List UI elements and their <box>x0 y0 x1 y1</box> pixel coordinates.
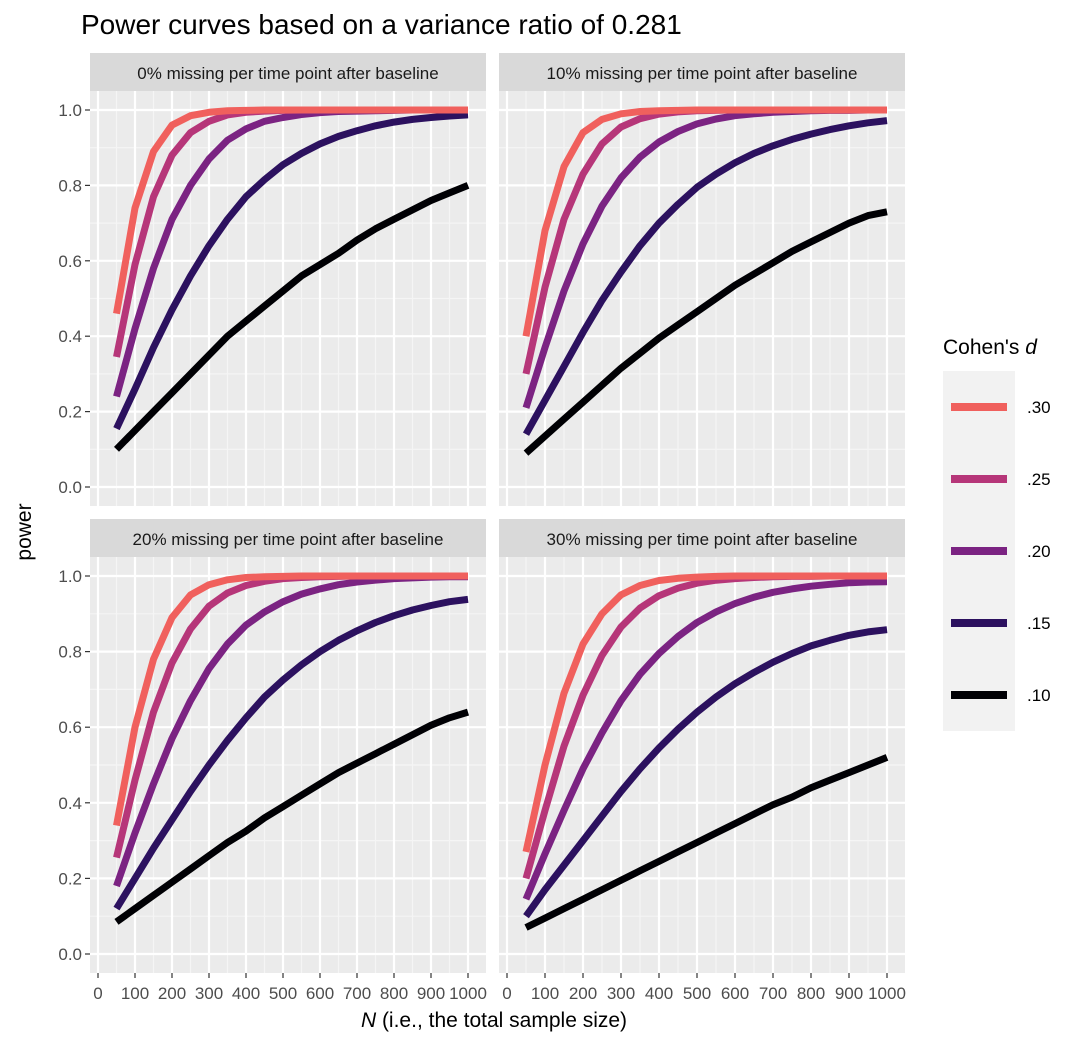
series-line-d15 <box>523 626 888 919</box>
x-tick-label: 400 <box>232 984 260 1003</box>
strip-background <box>499 53 905 91</box>
facet-panel-3: 30% missing per time point after baselin… <box>499 519 906 1003</box>
x-tick-label: 700 <box>343 984 371 1003</box>
strip-label: 30% missing per time point after baselin… <box>547 530 858 549</box>
series-line-d10 <box>523 208 888 456</box>
x-tick-label: 1000 <box>868 984 906 1003</box>
y-tick-label: 1.0 <box>58 101 82 120</box>
y-tick-label: 1.0 <box>58 567 82 586</box>
strip-background <box>90 53 486 91</box>
legend-label: .10 <box>1027 686 1051 705</box>
x-tick-label: 700 <box>759 984 787 1003</box>
series-line-d15 <box>113 111 469 431</box>
x-tick-label: 300 <box>195 984 223 1003</box>
x-tick-label: 1000 <box>449 984 487 1003</box>
x-tick-label: 200 <box>569 984 597 1003</box>
x-tick-label: 300 <box>607 984 635 1003</box>
y-tick-label: 0.2 <box>58 869 82 888</box>
x-tick-label: 100 <box>121 984 149 1003</box>
y-tick-label: 0.8 <box>58 176 82 195</box>
x-tick-label: 800 <box>380 984 408 1003</box>
y-tick-label: 0.4 <box>58 327 82 346</box>
strip-background <box>499 519 905 557</box>
facet-panel-0: 0% missing per time point after baseline… <box>58 53 486 506</box>
legend: Cohen's d .30 .25 .20 .15 .10 <box>943 336 1051 731</box>
series-line-d30 <box>113 572 468 827</box>
legend-title: Cohen's d <box>943 336 1038 359</box>
x-tick-label: 900 <box>417 984 445 1003</box>
strip-label: 0% missing per time point after baseline <box>137 64 438 83</box>
y-tick-label: 0.0 <box>58 478 82 497</box>
chart-title: Power curves based on a variance ratio o… <box>81 9 682 40</box>
y-tick-label: 0.4 <box>58 794 82 813</box>
facet-panel-1: 10% missing per time point after baselin… <box>499 53 905 506</box>
series-line-d20 <box>522 578 888 901</box>
series-line-d10 <box>113 182 470 452</box>
x-axis-title: N (i.e., the total sample size) <box>361 1009 627 1032</box>
strip-label: 20% missing per time point after baselin… <box>133 530 444 549</box>
y-tick-label: 0.2 <box>58 403 82 422</box>
series-line-d30 <box>113 106 468 315</box>
series-line-d10 <box>524 754 889 931</box>
x-tick-label: 200 <box>158 984 186 1003</box>
legend-label: .15 <box>1027 614 1051 633</box>
series-line-d10 <box>114 708 470 925</box>
strip-label: 10% missing per time point after baselin… <box>547 64 858 83</box>
legend-label: .30 <box>1027 398 1051 417</box>
x-tick-label: 0 <box>502 984 511 1003</box>
x-tick-label: 900 <box>835 984 863 1003</box>
legend-label: .20 <box>1027 542 1051 561</box>
x-tick-label: 600 <box>721 984 749 1003</box>
x-tick-label: 100 <box>531 984 559 1003</box>
x-tick-label: 0 <box>93 984 102 1003</box>
legend-title-prefix: Cohen's <box>943 336 1025 359</box>
series-line-d30 <box>522 106 887 337</box>
y-axis-title: power <box>13 503 36 560</box>
x-tick-label: 600 <box>306 984 334 1003</box>
y-tick-label: 0.0 <box>58 945 82 964</box>
y-tick-label: 0.6 <box>58 252 82 271</box>
y-tick-label: 0.8 <box>58 643 82 662</box>
legend-label: .25 <box>1027 470 1051 489</box>
series-line-d15 <box>522 117 888 436</box>
x-tick-label: 500 <box>269 984 297 1003</box>
x-tick-label: 800 <box>797 984 825 1003</box>
x-tick-label: 400 <box>645 984 673 1003</box>
x-axis-title-italic: N <box>361 1009 377 1032</box>
legend-title-italic: d <box>1025 336 1038 359</box>
series-line-d30 <box>522 572 887 853</box>
facet-panel-2: 20% missing per time point after baselin… <box>58 519 487 1003</box>
series-line-d15 <box>113 595 469 911</box>
x-axis-title-rest: (i.e., the total sample size) <box>376 1009 627 1032</box>
y-tick-label: 0.6 <box>58 718 82 737</box>
strip-background <box>90 519 486 557</box>
x-tick-label: 500 <box>683 984 711 1003</box>
